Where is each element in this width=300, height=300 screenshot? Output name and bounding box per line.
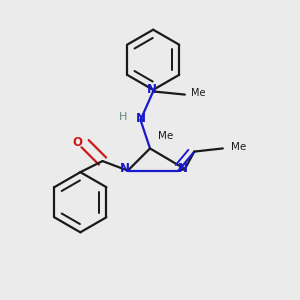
Text: N: N	[178, 163, 188, 176]
Text: N: N	[147, 83, 157, 96]
Text: N: N	[136, 112, 146, 125]
Text: O: O	[72, 136, 82, 148]
Text: Me: Me	[158, 130, 173, 140]
Text: Me: Me	[191, 88, 206, 98]
Text: H: H	[119, 112, 127, 122]
Text: Me: Me	[231, 142, 246, 152]
Text: N: N	[120, 163, 130, 176]
